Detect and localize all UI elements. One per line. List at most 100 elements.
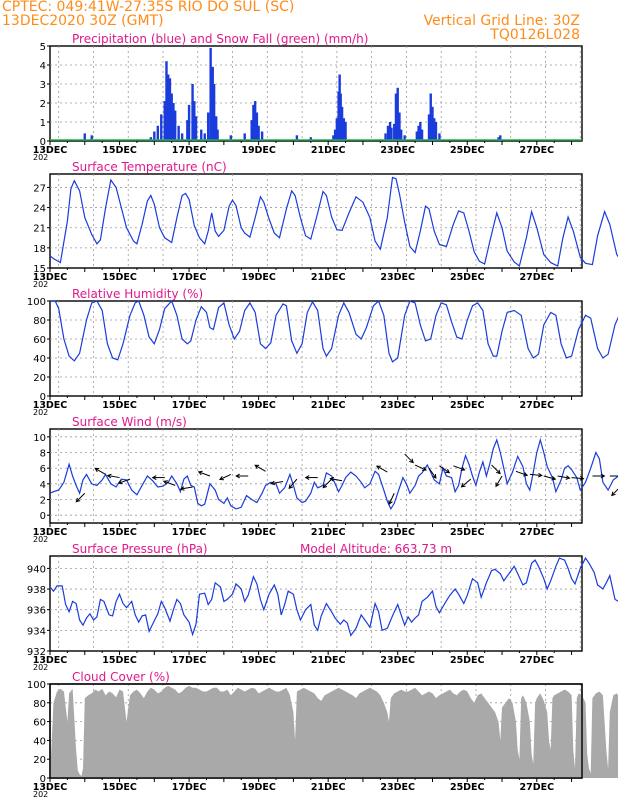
precip-bar: [156, 125, 159, 141]
precip-bar: [390, 127, 393, 141]
precip-bar: [295, 135, 299, 141]
wind-arrow-head: [270, 480, 276, 486]
temp-xtick-label: 13DEC: [33, 272, 68, 283]
pressure-xtick-label: 19DEC: [241, 655, 276, 666]
precip-ytick-label: 5: [40, 42, 46, 53]
pressure-xtick-label: 13DEC: [33, 655, 68, 666]
precip-bar: [417, 125, 420, 141]
pressure-ytick-label: 934: [27, 626, 46, 637]
wind-xtick-label: 15DEC: [102, 527, 137, 538]
precip-bar: [153, 131, 156, 141]
precip-bar: [403, 135, 406, 141]
pressure-xtick-label: 27DEC: [520, 655, 555, 666]
precip-bar: [255, 112, 259, 141]
cloud-ytick-label: 40: [33, 736, 46, 747]
wind-arrow-head: [197, 470, 203, 476]
precip-xyear-label: 202: [33, 153, 48, 162]
precip-bar: [433, 118, 436, 141]
wind-xtick-label: 13DEC: [33, 527, 68, 538]
precip-bar: [170, 93, 173, 141]
cloud-xtick-label: 17DEC: [172, 782, 207, 793]
rh-ytick-label: 80: [33, 316, 46, 327]
rh-ytick-label: 40: [33, 354, 46, 365]
wind-arrow-head: [162, 480, 168, 485]
pressure-xtick-label: 15DEC: [102, 655, 137, 666]
cloud-ytick-label: 20: [33, 755, 46, 766]
precip-bar: [200, 129, 203, 141]
precip-ytick-label: 1: [40, 118, 46, 129]
wind-arrow-head: [151, 475, 157, 480]
temp-ytick-label: 24: [33, 204, 46, 215]
temp-xtick-label: 21DEC: [311, 272, 346, 283]
wind-arrow: [288, 478, 298, 489]
header-station: CPTEC: 049:41W-27:35S RIO DO SUL (SC): [2, 0, 295, 15]
precip-bar: [309, 137, 312, 141]
wind-arrow-head: [117, 479, 123, 485]
wind-arrow-head: [460, 466, 466, 471]
pressure-title: Surface Pressure (hPa): [72, 542, 208, 556]
precip-bar: [165, 61, 168, 142]
precip-bar: [160, 114, 163, 141]
precip-bar: [191, 84, 194, 141]
temp-xtick-label: 27DEC: [520, 272, 555, 283]
precip-bar: [243, 133, 246, 141]
wind-arrow: [330, 478, 343, 482]
rh-line: [50, 299, 618, 363]
rh-ytick-label: 0: [40, 392, 46, 403]
precip-bar: [216, 129, 219, 141]
precip-bar: [194, 116, 198, 141]
pressure-line: [49, 556, 618, 637]
wind-xtick-label: 25DEC: [450, 527, 485, 538]
wind-arrow-head: [75, 497, 81, 503]
wind-arrow: [515, 470, 528, 476]
wind-xtick-label: 23DEC: [380, 527, 415, 538]
precip-bar: [438, 133, 441, 141]
wind-arrow-head: [551, 475, 557, 481]
rh-xtick-label: 27DEC: [520, 400, 555, 411]
precip-bar: [90, 135, 93, 141]
temp-xtick-label: 23DEC: [380, 272, 415, 283]
wind-arrow: [543, 475, 556, 480]
wind-arrow-head: [579, 475, 585, 481]
rh-title: Relative Humidity (%): [72, 287, 203, 301]
wind-arrow: [404, 453, 414, 463]
pressure-ytick-label: 936: [27, 606, 46, 617]
precip-bar: [420, 129, 424, 141]
pressure-xtick-label: 23DEC: [380, 655, 415, 666]
precip-bar: [168, 78, 172, 141]
wind-arrow-head: [375, 465, 381, 470]
rh-ytick-label: 100: [27, 297, 46, 308]
wind-arrow: [388, 493, 395, 505]
precip-ytick-label: 2: [40, 99, 46, 110]
cloud-xtick-label: 27DEC: [520, 782, 555, 793]
precip-xtick-label: 21DEC: [311, 145, 346, 156]
precip-bar: [340, 106, 344, 141]
precip-bar: [342, 118, 346, 141]
wind-xtick-label: 27DEC: [520, 527, 555, 538]
temp-ytick-label: 27: [33, 183, 46, 194]
temp-xtick-label: 19DEC: [241, 272, 276, 283]
cloud-xtick-label: 21DEC: [311, 782, 346, 793]
wind-arrow: [439, 465, 450, 474]
precip-xtick-label: 17DEC: [172, 145, 207, 156]
wind-arrow-head: [106, 473, 112, 479]
wind-arrow: [163, 480, 176, 486]
precip-xtick-label: 23DEC: [380, 145, 415, 156]
rh-ytick-label: 20: [33, 373, 46, 384]
precip-bar: [253, 101, 257, 141]
precip-bar: [173, 110, 177, 141]
wind-arrow-head: [421, 466, 427, 471]
precip-bar: [203, 133, 206, 141]
precip-bar: [207, 112, 210, 141]
wind-arrow: [461, 478, 472, 488]
precip-xtick-label: 15DEC: [102, 145, 137, 156]
wind-arrow-head: [94, 467, 100, 473]
pressure-xtick-label: 25DEC: [450, 655, 485, 666]
wind-arrow-head: [611, 491, 616, 497]
cloud-ytick-label: 100: [27, 680, 46, 691]
wind-arrow-head: [537, 472, 543, 478]
cloud-ytick-label: 80: [33, 699, 46, 710]
precip-bar: [83, 133, 86, 141]
wind-arrow: [271, 480, 284, 485]
wind-arrow: [322, 478, 333, 488]
